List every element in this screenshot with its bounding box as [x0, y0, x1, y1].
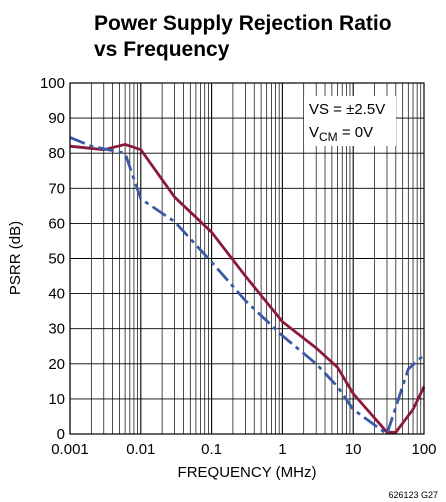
y-tick-label: 60 [48, 215, 65, 232]
y-tick-label: 40 [48, 286, 65, 303]
y-tick-label: 10 [48, 391, 65, 408]
series-line-dashed [69, 136, 425, 436]
y-tick-label: 90 [48, 110, 65, 127]
y-tick-label: 70 [48, 180, 65, 197]
y-tick-label: 30 [48, 321, 65, 338]
x-tick-label: 0.001 [51, 441, 89, 458]
chart-title-line-2: vs Frequency [94, 38, 230, 61]
annotation-background [304, 96, 396, 146]
x-tick-label: 1 [278, 441, 286, 458]
series-line-solid [69, 143, 426, 434]
plot-frame [69, 82, 425, 435]
x-axis-label: FREQUENCY (MHz) [178, 464, 317, 481]
series-lines [69, 136, 426, 436]
annotation-supply-voltage: VS = ±2.5V [309, 101, 385, 118]
y-tick-label: 80 [48, 145, 65, 162]
annotation-common-mode-voltage: VCM = 0V [309, 124, 373, 144]
x-tick-label: 100 [411, 441, 436, 458]
chart-title-line-1: Power Supply Rejection Ratio [94, 12, 392, 35]
y-axis-label: PSRR (dB) [7, 221, 24, 295]
x-tick-label: 10 [345, 441, 362, 458]
grid [69, 82, 424, 435]
x-tick-label: 0.01 [126, 441, 155, 458]
supply-annotation: VS = ±2.5V VCM = 0V [304, 96, 396, 146]
y-tick-label: 0 [57, 426, 65, 443]
tick-labels: 0.001 0.01 0.1 1 10 100 0 10 20 30 40 50 60 70 80 90 100 [40, 75, 437, 458]
y-tick-label: 100 [40, 75, 65, 92]
y-tick-label: 50 [48, 251, 65, 268]
y-tick-label: 20 [48, 356, 65, 373]
x-tick-label: 0.1 [201, 441, 222, 458]
figure-code: 626123 G27 [388, 490, 438, 500]
